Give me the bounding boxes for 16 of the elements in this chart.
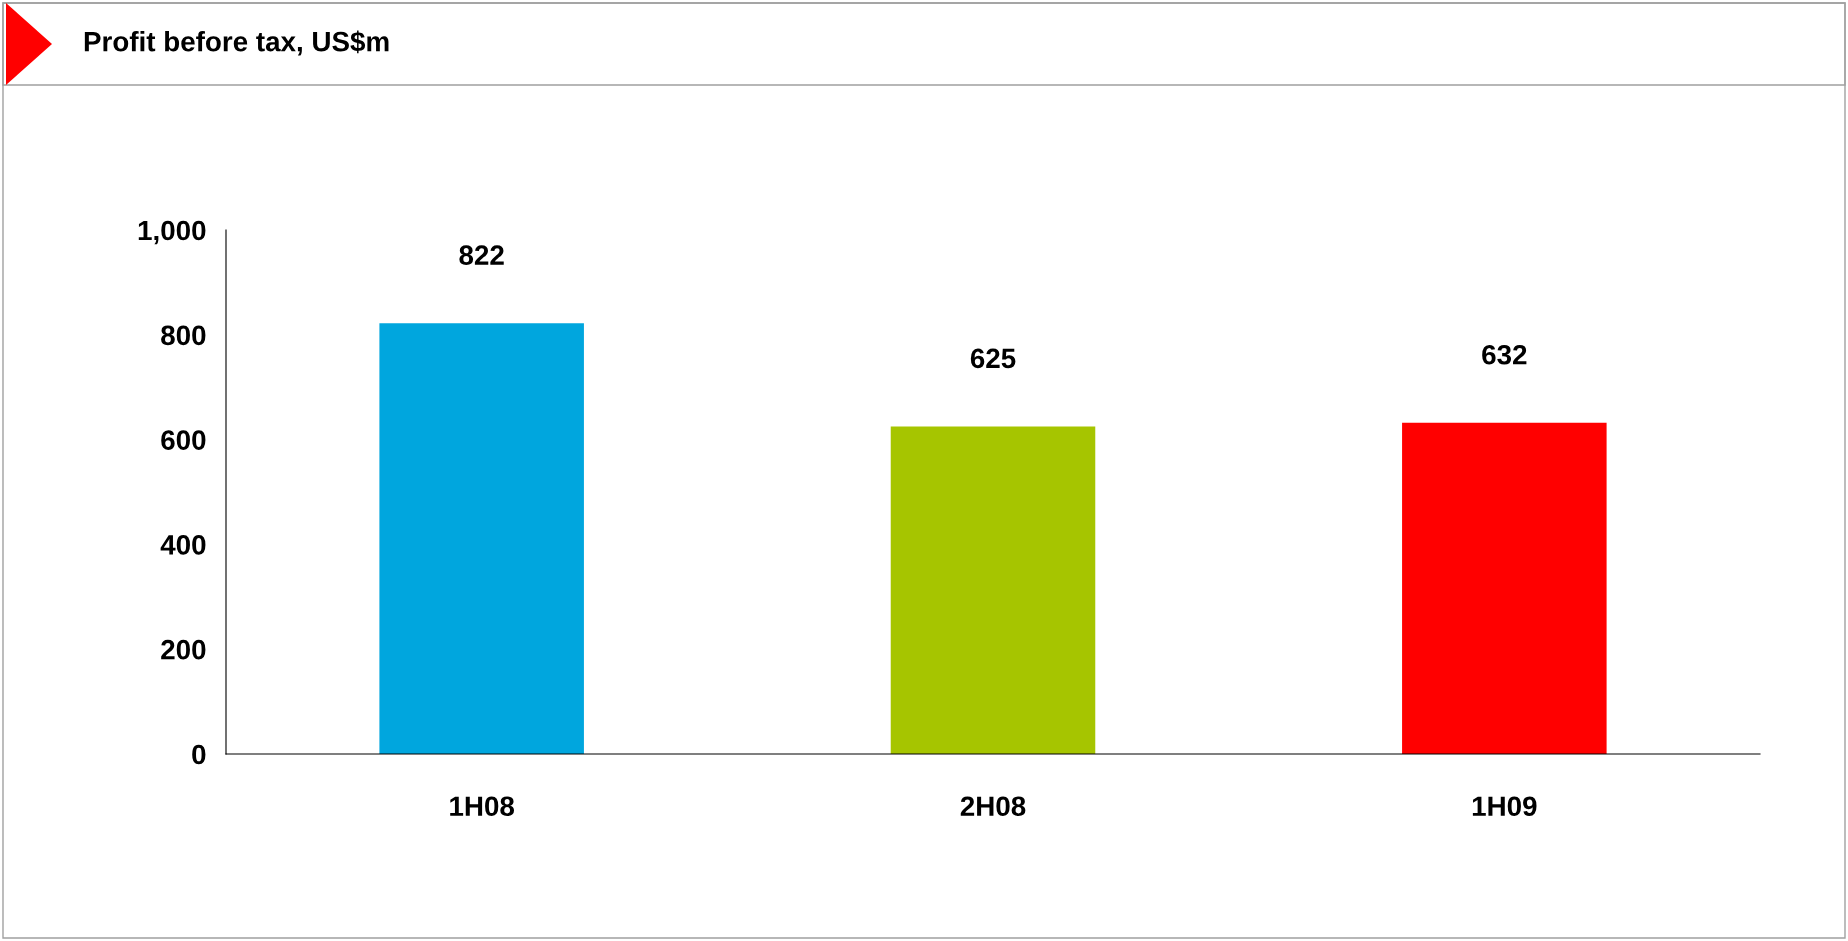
y-tick-label: 200 xyxy=(161,639,206,660)
data-label: 632 xyxy=(1482,344,1527,365)
y-tick-label: 0 xyxy=(192,744,206,765)
bar xyxy=(379,323,584,754)
y-tick-label: 600 xyxy=(161,430,206,450)
bar xyxy=(1402,422,1607,754)
data-label: 625 xyxy=(970,348,1016,369)
data-label: 822 xyxy=(459,245,504,265)
bar xyxy=(890,426,1096,754)
chart-title: Profit before tax, US$m xyxy=(84,30,389,56)
y-tick-label: 1,000 xyxy=(138,220,206,245)
x-tick-label: 1H08 xyxy=(450,796,515,817)
x-tick-label: 2H08 xyxy=(960,796,1026,817)
y-tick-label: 400 xyxy=(160,535,206,555)
x-tick-label: 1H09 xyxy=(1472,796,1537,817)
y-tick-label: 800 xyxy=(161,325,206,346)
